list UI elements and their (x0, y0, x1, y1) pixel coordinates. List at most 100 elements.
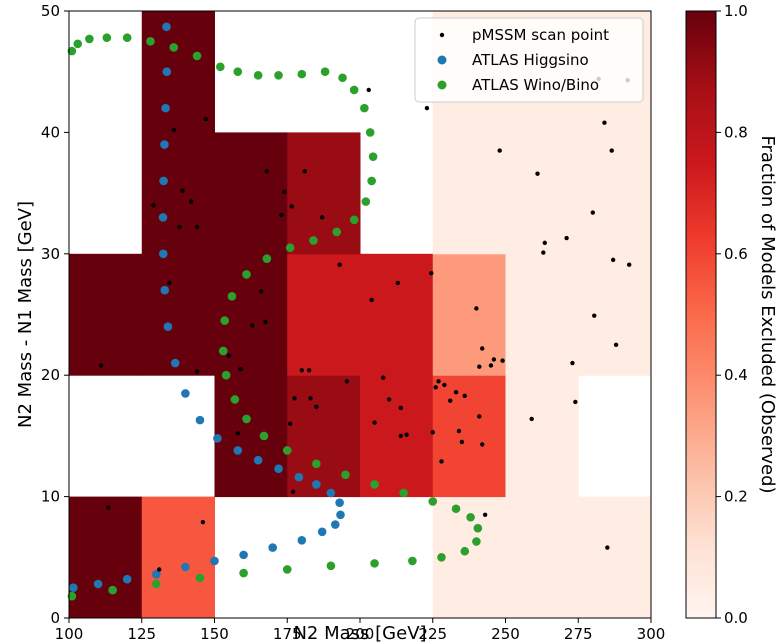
atlas-wino-bino-point (399, 488, 408, 498)
atlas-higgsino-point (312, 480, 321, 489)
atlas-wino-bino-point (367, 176, 376, 186)
heatmap-cell (287, 132, 361, 255)
pmssm-scan-point-point (226, 353, 232, 358)
pmssm-scan-point-point (497, 148, 502, 153)
pmssm-scan-point-point (482, 512, 488, 518)
pmssm-scan-point-point (279, 212, 284, 218)
pmssm-scan-point-point (529, 416, 534, 422)
heatmap-cell (432, 375, 506, 498)
pmssm-scan-point-point (570, 360, 575, 366)
pmssm-scan-point-point (151, 203, 156, 208)
pmssm-scan-point-point (424, 105, 430, 111)
atlas-wino-bino-point (102, 33, 112, 43)
pmssm-scan-point-point (459, 439, 465, 445)
pmssm-scan-point-point (203, 116, 208, 122)
atlas-wino-bino-point (365, 128, 375, 137)
pmssm-scan-point-point (626, 262, 632, 267)
atlas-wino-bino-point (297, 69, 307, 79)
atlas-wino-bino-point (285, 243, 295, 253)
pmssm-scan-point-point (610, 257, 616, 263)
pmssm-scan-point-point (263, 319, 268, 324)
legend-box (414, 17, 644, 103)
pmssm-scan-point-point (500, 358, 505, 363)
atlas-wino-bino-point (242, 270, 251, 279)
pmssm-scan-point-point (453, 389, 459, 395)
atlas-higgsino-point (336, 510, 345, 520)
atlas-wino-bino-point (320, 67, 330, 76)
pmssm-scan-point-point (398, 433, 403, 439)
pmssm-scan-point-point (573, 399, 578, 405)
pmssm-scan-point-point (289, 204, 294, 209)
heatmap-cell (214, 132, 288, 255)
y-tick-label: 30 (41, 245, 60, 263)
atlas-wino-bino-point (408, 556, 417, 566)
scatter-series (67, 22, 632, 601)
atlas-higgsino-point (160, 140, 169, 149)
y-axis-ticks: 0 10 20 30 40 50 (41, 2, 69, 627)
legend-marker (437, 80, 447, 90)
pmssm-scan-point-point (264, 169, 270, 174)
atlas-higgsino-point (317, 527, 327, 537)
pmssm-scan-point-point (369, 297, 374, 303)
pmssm-scan-point-point (235, 431, 240, 436)
atlas-higgsino-point (69, 583, 78, 592)
pmssm-scan-point-point (474, 306, 479, 311)
pmssm-scan-point-point (372, 420, 377, 425)
y-tick-label: 10 (41, 488, 60, 506)
heatmap-cell (141, 253, 215, 376)
atlas-higgsino-point (181, 389, 190, 398)
atlas-higgsino-point (122, 574, 132, 584)
colorbar (685, 10, 717, 619)
atlas-wino-bino-point (349, 85, 359, 95)
atlas-wino-bino-point (360, 103, 369, 113)
atlas-wino-bino-point (370, 559, 379, 568)
atlas-wino-bino-point (472, 537, 481, 546)
atlas-wino-bino-point (309, 236, 318, 245)
pmssm-scan-point-point (535, 171, 540, 176)
y-tick-label: 50 (41, 2, 60, 20)
y-axis-label: N2 Mass - N1 Mass [GeV] (15, 201, 36, 428)
pmssm-scan-point-point (250, 323, 255, 328)
pmssm-scan-point-point (477, 364, 482, 369)
y-tick-label: 0 (50, 609, 60, 627)
heatmap-cell (141, 496, 215, 619)
pmssm-scan-point-point (480, 346, 485, 351)
atlas-wino-bino-point (341, 470, 350, 480)
atlas-wino-bino-point (361, 197, 371, 206)
pmssm-scan-point-point (180, 188, 185, 193)
atlas-higgsino-point (160, 285, 170, 295)
heatmap-cell (578, 132, 652, 255)
atlas-wino-bino-point (274, 71, 283, 80)
legend-marker (439, 32, 445, 38)
pmssm-scan-point-point (194, 224, 200, 230)
pmssm-scan-point-point (477, 414, 482, 419)
atlas-higgsino-point (162, 67, 172, 76)
colorbar-ticks: 0.0 0.2 0.4 0.6 0.8 1.0 (716, 2, 748, 627)
atlas-higgsino-point (268, 543, 278, 552)
x-tick-label: 125 (127, 625, 156, 643)
x-tick-label: 300 (637, 625, 666, 643)
pmssm-scan-point-point (442, 382, 447, 388)
atlas-wino-bino-point (282, 446, 292, 455)
pmssm-scan-point-point (404, 432, 409, 437)
pmssm-scan-point-point (171, 127, 176, 133)
pmssm-scan-point-point (292, 396, 297, 401)
colorbar-tick-label: 0.4 (724, 366, 748, 384)
atlas-wino-bino-point (466, 512, 475, 522)
pmssm-scan-point-point (398, 405, 403, 411)
pmssm-scan-point-point (590, 210, 595, 215)
heatmap-cell (505, 132, 579, 255)
atlas-wino-bino-point (326, 561, 336, 571)
pmssm-scan-point-point (564, 235, 569, 241)
pmssm-scan-point-point (189, 199, 194, 204)
atlas-higgsino-point (326, 488, 336, 498)
x-tick-label: 275 (564, 625, 593, 643)
heatmap-cell (141, 11, 215, 133)
atlas-higgsino-point (294, 472, 304, 482)
atlas-wino-bino-point (67, 46, 77, 56)
pmssm-scan-point-point (106, 505, 111, 510)
atlas-wino-bino-point (108, 585, 117, 595)
atlas-wino-bino-point (85, 34, 94, 44)
atlas-wino-bino-point (122, 33, 132, 43)
atlas-wino-bino-point (460, 546, 470, 556)
